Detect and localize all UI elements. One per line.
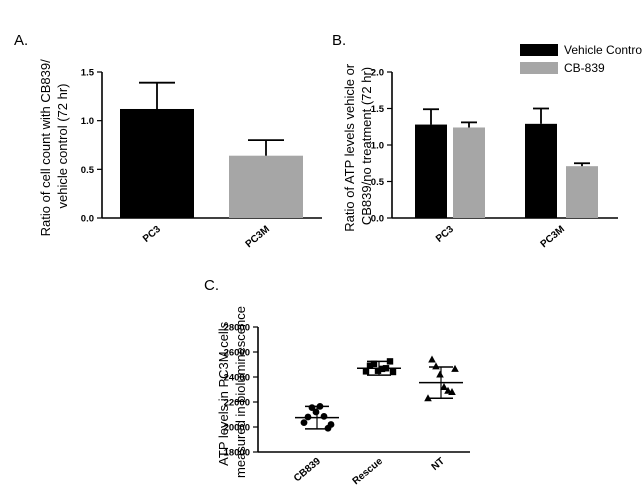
panel-b-y-axis-label-line-2: CB839/no treatment (72 hr) xyxy=(359,67,374,225)
panel-c-point-rescue-8 xyxy=(389,368,397,376)
panel-c-y-tick-label-5: 28000 xyxy=(224,323,250,334)
panel-a-chart: A. Ratio of cell count with CB839/ vehic… xyxy=(14,32,322,250)
panel-c-point-nt-8 xyxy=(451,364,459,372)
panel-c-point-cb839-4 xyxy=(312,408,320,416)
panel-b-category-label-pc3m: PC3M xyxy=(539,224,567,250)
panel-b-bar-pc3m-cb-839 xyxy=(566,166,598,218)
panel-c-category-label-nt: NT xyxy=(430,456,447,473)
panel-b-chart: B. Ratio of ATP levels vehicle or CB839/… xyxy=(332,32,642,250)
panel-c-point-rescue-2 xyxy=(366,362,374,369)
panel-c-y-axis-label: ATP levels in PC3M cells measured in bio… xyxy=(216,306,248,478)
panel-c-point-cb839-5 xyxy=(316,402,324,410)
panel-c-category-label-cb839: CB839 xyxy=(292,456,323,485)
panel-c-point-nt-7 xyxy=(448,388,456,395)
panel-c-point-cb839-2 xyxy=(304,413,312,421)
panel-a-y-tick-label-1: 0.5 xyxy=(81,165,95,176)
panel-c-y-tick-label-0: 18000 xyxy=(224,448,250,459)
panel-c-point-nt-3 xyxy=(432,362,440,370)
panel-b-y-tick-label-2: 1.0 xyxy=(371,141,384,152)
panel-c-y-axis-label-line-2: measured in bioluminescence xyxy=(233,306,248,478)
legend-label-cb-839: CB-839 xyxy=(564,61,605,75)
panel-a-label: A. xyxy=(14,32,28,49)
panel-c-label: C. xyxy=(204,277,219,294)
panel-b-y-tick-label-1: 0.5 xyxy=(371,177,385,188)
panel-a-category-label-pc3: PC3 xyxy=(141,224,163,245)
panel-c-y-tick-label-3: 24000 xyxy=(224,373,250,384)
panel-b-bar-pc3-vehicle-control xyxy=(415,124,447,218)
panel-b-bar-pc3m-vehicle-control xyxy=(525,123,557,218)
legend-swatch-vehicle-control xyxy=(520,44,558,56)
panel-c-category-label-rescue: Rescue xyxy=(351,456,386,488)
panel-c-point-rescue-1 xyxy=(362,368,370,375)
panel-b-legend: Vehicle Control CB-839 xyxy=(520,43,642,75)
panel-a-bar-pc3 xyxy=(120,108,194,218)
legend-label-vehicle-control: Vehicle Control xyxy=(564,43,642,57)
panel-c-point-rescue-3 xyxy=(370,360,378,368)
panel-a-y-tick-label-3: 1.5 xyxy=(81,68,95,79)
panel-c-y-tick-label-4: 26000 xyxy=(224,348,250,359)
panel-a-bar-pc3m xyxy=(229,155,303,218)
panel-c-point-rescue-6 xyxy=(382,365,390,372)
panel-b-y-tick-label-0: 0.0 xyxy=(371,214,384,225)
legend-swatch-cb-839 xyxy=(520,62,558,74)
panel-b-y-tick-label-4: 2.0 xyxy=(371,68,384,79)
panel-c-y-axis-label-line-1: ATP levels in PC3M cells xyxy=(216,321,231,466)
panel-c-point-cb839-6 xyxy=(320,412,328,420)
panel-a-category-label-pc3m: PC3M xyxy=(244,224,272,250)
panel-c-point-cb839-1 xyxy=(300,419,308,427)
panel-a-y-axis-label-line-1: Ratio of cell count with CB839/ xyxy=(38,59,53,236)
panel-b-category-label-pc3: PC3 xyxy=(434,224,456,245)
panel-a-y-tick-label-2: 1.0 xyxy=(81,116,94,127)
panel-b-label: B. xyxy=(332,32,346,49)
panel-c-chart: C. ATP levels in PC3M cells measured in … xyxy=(204,277,470,487)
panel-b-y-tick-label-3: 1.5 xyxy=(371,104,385,115)
panel-a-y-axis-label: Ratio of cell count with CB839/ vehicle … xyxy=(38,56,70,237)
panel-c-point-nt-2 xyxy=(428,355,436,363)
panel-a-y-axis-label-line-2: vehicle control (72 hr) xyxy=(55,84,70,209)
panel-c-point-nt-4 xyxy=(436,370,444,378)
panel-b-y-axis-label: Ratio of ATP levels vehicle or CB839/no … xyxy=(342,60,374,232)
panel-a-y-tick-label-0: 0.0 xyxy=(81,214,94,225)
panel-c-point-rescue-7 xyxy=(386,358,394,365)
panel-b-y-axis-label-line-1: Ratio of ATP levels vehicle or xyxy=(342,63,357,232)
panel-c-y-tick-label-1: 20000 xyxy=(224,423,250,434)
panel-c-point-cb839-8 xyxy=(327,421,335,428)
panel-c-point-rescue-5 xyxy=(378,365,386,373)
panel-c-y-tick-label-2: 22000 xyxy=(224,398,250,409)
panel-c-point-nt-5 xyxy=(440,383,448,390)
panel-b-bar-pc3-cb-839 xyxy=(453,127,485,218)
panel-c-point-nt-1 xyxy=(424,394,432,402)
panel-c-point-cb839-3 xyxy=(308,404,316,412)
panel-c-point-rescue-4 xyxy=(374,367,382,374)
